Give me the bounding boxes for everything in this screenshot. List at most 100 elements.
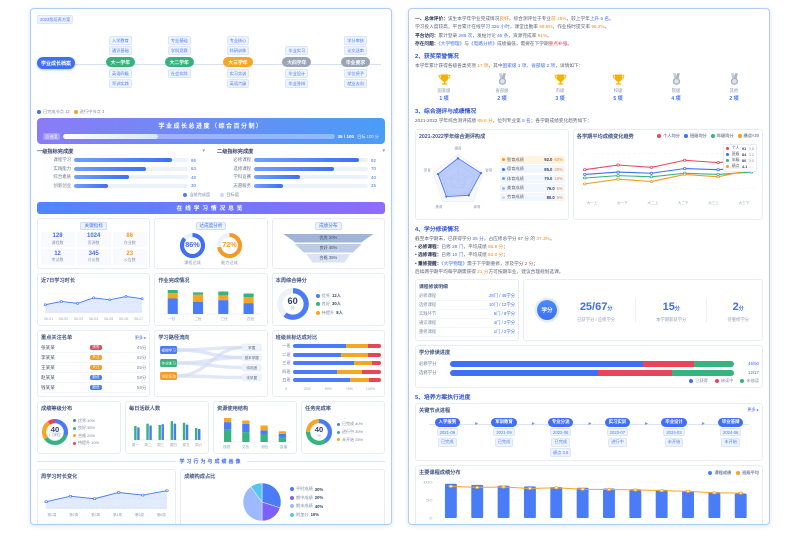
flow-node[interactable]: 毕业设计 (661, 417, 687, 427)
progress-bar[interactable] (62, 134, 335, 139)
mindmap-chip[interactable]: 专业核心 (226, 36, 250, 45)
mindmap-chip[interactable]: 论文送审 (344, 46, 367, 55)
flow-chip[interactable]: 绩点 3.6 (549, 448, 572, 458)
mindmap-chip[interactable]: 社会实践 (167, 69, 191, 78)
flow-chip[interactable]: 已完成 (551, 437, 570, 447)
donut-svg (179, 232, 206, 258)
watchlist-row[interactable]: 赵某某 跟进 58分 (41, 373, 147, 383)
indicator-row: 学科竞赛 40 (217, 174, 385, 180)
achievement-donut-item: 86% 课程达成 (179, 232, 206, 266)
svg-text:作业练习: 作业练习 (162, 361, 177, 366)
legend-dot (220, 193, 225, 197)
flow-chip[interactable]: 已完成 (438, 437, 457, 447)
score-value: 85.0 (544, 166, 553, 172)
mindmap-chip[interactable]: 英语四级 (109, 69, 132, 78)
course-list-row[interactable]: 选修课程 10门 / 12学分 (419, 301, 515, 310)
legend-label: 未修读 (746, 377, 759, 383)
more-link[interactable]: 更多 ▸ (134, 334, 147, 340)
award-item: 国家级 1 项 (415, 72, 473, 102)
flow-chip[interactable]: 2024-03 (663, 428, 685, 437)
x-tick-label: 25% (303, 386, 311, 391)
watchlist-row[interactable]: 李某某 关注 52分 (41, 353, 147, 363)
mindmap-chip[interactable]: 就业去向 (344, 79, 367, 88)
flow-node[interactable]: 实习实训 (604, 417, 631, 427)
chart-card-hours7: 近7日学习时长 06-01 06-02 06-03 06-04 06-05 06-06 06-… (37, 273, 151, 326)
course-list-row[interactable]: 实践环节 6门 / 8学分 (419, 310, 515, 319)
legend-label: 课程成绩 (714, 469, 732, 475)
mindmap-stage-node[interactable]: 大一学年 (105, 57, 135, 67)
flow-chip[interactable]: 未开始 (721, 437, 740, 447)
course-list-label: 通识课程 (419, 319, 437, 325)
flow-chip[interactable]: 未开始 (664, 437, 684, 447)
chart-card-resstack: 资源使用结构 视频 文档 测验 直播 (213, 401, 297, 454)
x-tick-label: 大三上 (708, 200, 719, 205)
radar-score-row[interactable]: 体育成绩 70.0 10% (500, 174, 565, 183)
mindmap-stage-node[interactable]: 毕业要求 (340, 57, 371, 67)
mindmap-chip[interactable]: 毕业实习 (285, 46, 309, 55)
watchlist-row[interactable]: 钱某某 跟进 59分 (41, 383, 147, 393)
card-title-row: 关键节点进程 更多 ▸ (419, 407, 759, 414)
caret-down-icon[interactable]: ▾ (382, 148, 385, 154)
card-title: 作业完成情况 (158, 278, 190, 284)
stat-cell: 23 公告数 (112, 249, 147, 265)
text-run: 《电路分析》 (468, 40, 498, 46)
flow-chip[interactable]: 2021-09 (436, 428, 459, 437)
flow-chip[interactable]: 2022-06 (549, 428, 572, 437)
mindmap-chip[interactable]: 学科竞赛 (167, 46, 191, 55)
flow-chip[interactable]: 进行中 (608, 437, 627, 447)
radar-score-row[interactable]: 劳育成绩 80.0 5% (500, 193, 565, 202)
flow-node[interactable]: 入学报到 (434, 417, 461, 427)
legend-label: 合格 25% (78, 432, 96, 438)
legend-dot (73, 434, 76, 438)
mindmap-chip[interactable]: 科研训练 (226, 46, 250, 55)
plan-version-chip[interactable]: 2023版培养方案 (37, 15, 74, 24)
text-run: 成绩偏低，需要在下学期 (497, 40, 549, 46)
text-run: 。 (547, 32, 552, 38)
flow-chip[interactable]: 2023-07 (606, 428, 629, 437)
card-title: 2021-2022学年综合测评构成 (419, 133, 486, 140)
mindmap-chip[interactable]: 实习实训 (226, 69, 250, 78)
donut-center-value: 60 (287, 295, 298, 306)
barline-legend-item: 班级平均 (736, 470, 759, 476)
credit-bar-track (450, 360, 734, 367)
mindmap-chip[interactable]: 通识基础 (109, 46, 132, 55)
mindmap-chip[interactable]: 军训实践 (109, 79, 132, 88)
radar-score-row[interactable]: 美育成绩 76.0 5% (500, 184, 565, 193)
flow-chip[interactable]: 已完成 (494, 437, 514, 447)
indicator-value: 70 (371, 166, 376, 171)
flow-node[interactable]: 毕业答辩 (717, 417, 744, 427)
flow-chip[interactable]: 2021-09 (493, 428, 515, 437)
mindmap-stage-node[interactable]: 大三学年 (223, 57, 253, 67)
watchlist-row[interactable]: 张某某 预警 45分 (41, 343, 147, 353)
watchlist-row[interactable]: 王某某 关注 55分 (41, 363, 147, 373)
donut-center-label: 40% (305, 418, 333, 446)
mindmap-chip[interactable]: 毕业设计 (285, 69, 309, 78)
mid-label-text: 学习行为与成绩画像 (179, 459, 243, 465)
progress-note: 目标 100 分 (357, 133, 379, 139)
mindmap-chip[interactable]: 专业基础 (167, 36, 191, 45)
mindmap-chip[interactable]: 毕业答辩 (285, 79, 309, 88)
radar-score-row[interactable]: 德育成绩 85.0 20% (500, 165, 565, 174)
radar-score-row[interactable]: 智育成绩 92.0 60% (500, 155, 565, 164)
course-list-row[interactable]: 必修课程 28门 / 45学分 (419, 292, 515, 301)
legend-dot (290, 495, 295, 500)
mindmap-chip[interactable]: 学分审核 (344, 36, 367, 45)
flow-chip[interactable]: 2024-06 (720, 428, 742, 437)
flow-node[interactable]: 军训教育 (491, 417, 517, 427)
mindmap-chip[interactable]: 英语六级 (226, 79, 250, 88)
course-list-row[interactable]: 重修课程 1门 / 2学分 (419, 328, 515, 337)
more-link[interactable]: 更多 ▸ (747, 407, 759, 413)
stat-label: 课程数 (51, 239, 64, 245)
mindmap-root-node[interactable]: 学业成长档案 (37, 57, 76, 69)
mindmap-stage-node[interactable]: 大四学年 (282, 57, 312, 67)
caret-down-icon[interactable]: ▾ (202, 148, 205, 154)
credit-stat-caption: 待重修学分 (727, 316, 749, 322)
mindmap-chip[interactable]: 入学教育 (109, 36, 132, 45)
mindmap-stage-node[interactable]: 大二学年 (164, 57, 194, 67)
card-title-row: 主要课程成绩分布 课程成绩 班级平均 (419, 469, 759, 477)
course-list-row[interactable]: 通识课程 4门 / 2学分 (419, 319, 515, 328)
legend-dot (315, 293, 320, 298)
text-run: ，发帖讨论 (472, 32, 498, 38)
flow-node[interactable]: 专业分流 (547, 417, 574, 427)
mindmap-chip[interactable]: 学位授予 (344, 69, 367, 78)
